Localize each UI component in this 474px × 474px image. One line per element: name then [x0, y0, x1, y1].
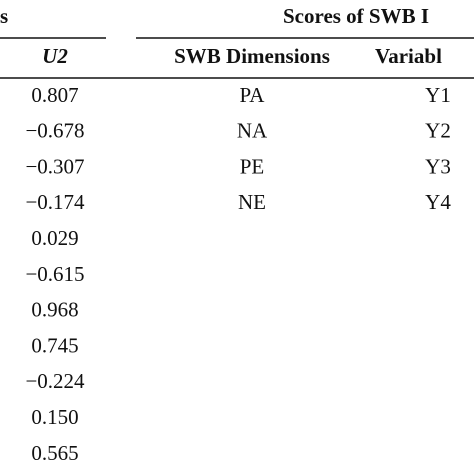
u2-cell: 0.968 [31, 298, 78, 322]
u2-cell: −0.307 [25, 154, 84, 178]
u2-cell: 0.029 [31, 226, 78, 250]
variable-cell: Y4 [425, 190, 451, 214]
u2-cell: 0.745 [31, 333, 78, 357]
u2-cell: −0.224 [25, 369, 85, 393]
column-header: SWB Dimensions [174, 44, 330, 68]
u2-cell: 0.150 [31, 405, 78, 429]
dimension-cell: NE [238, 190, 266, 214]
dimension-cell: PA [240, 83, 266, 107]
u2-cell: −0.174 [25, 190, 85, 214]
variable-cell: Y2 [425, 119, 451, 143]
column-header: U2 [42, 44, 68, 68]
variable-cell: Y3 [425, 154, 451, 178]
u2-cell: 0.807 [31, 83, 78, 107]
dimension-cell: NA [237, 119, 268, 143]
dimension-cell: PE [240, 154, 265, 178]
header-right: Scores of SWB I [283, 4, 429, 28]
header-left: s [0, 4, 8, 28]
u2-cell: 0.565 [31, 441, 78, 465]
u2-cell: −0.678 [25, 119, 84, 143]
u2-cell: −0.615 [25, 262, 84, 286]
variable-cell: Y1 [425, 83, 451, 107]
column-header: Variabl [375, 44, 442, 68]
